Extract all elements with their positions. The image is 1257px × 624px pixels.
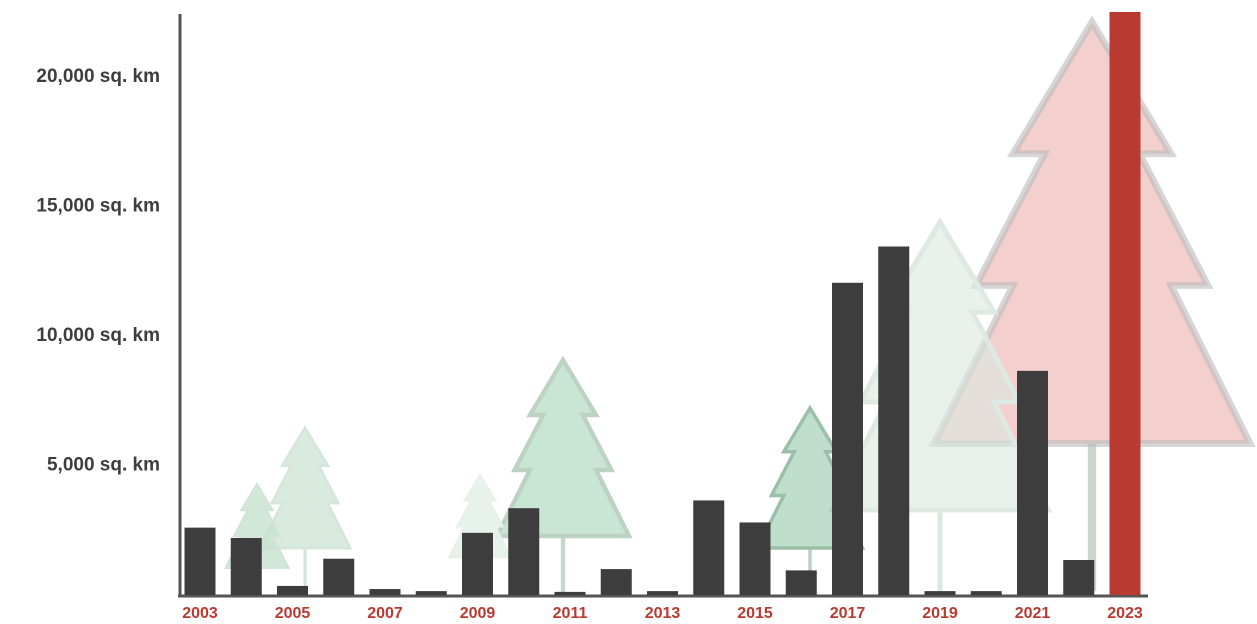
bar [508, 508, 540, 595]
y-tick-label: 5,000 sq. km [47, 454, 160, 475]
bar [323, 558, 355, 595]
bar [647, 591, 678, 595]
bar [369, 589, 401, 595]
x-tick-label: 2007 [367, 605, 403, 622]
bar [554, 591, 586, 595]
bar [415, 591, 447, 595]
bar [739, 522, 771, 595]
tree [497, 360, 629, 596]
x-tick-label: 2015 [737, 605, 773, 622]
tree [258, 426, 352, 593]
bar [785, 570, 817, 595]
bar [1017, 370, 1048, 595]
bar [277, 585, 308, 595]
x-tick-label: 2017 [830, 605, 866, 622]
bar [832, 282, 863, 595]
tree [832, 222, 1048, 597]
x-tick-label: 2019 [922, 605, 958, 622]
y-tick-label: 15,000 sq. km [36, 195, 160, 216]
x-tick-label: 2003 [182, 605, 218, 622]
y-tick-label: 10,000 sq. km [36, 325, 160, 346]
x-tick-label: 2013 [645, 605, 681, 622]
x-tick-label: 2011 [553, 605, 588, 622]
x-tick-label: 2023 [1107, 605, 1143, 622]
x-tick-label: 2009 [460, 605, 496, 622]
bar [600, 569, 632, 595]
bar [230, 537, 262, 595]
x-tick-label: 2005 [275, 605, 311, 622]
bar [1109, 12, 1141, 595]
bar [970, 591, 1002, 595]
x-tick-label: 2021 [1015, 605, 1051, 622]
bar [878, 246, 910, 596]
bar [184, 527, 216, 595]
bar [693, 500, 725, 595]
y-tick-label: 20,000 sq. km [36, 66, 160, 87]
decorative-trees [224, 22, 1251, 597]
bar [924, 591, 956, 595]
bar [1063, 560, 1095, 595]
bar [462, 532, 493, 595]
